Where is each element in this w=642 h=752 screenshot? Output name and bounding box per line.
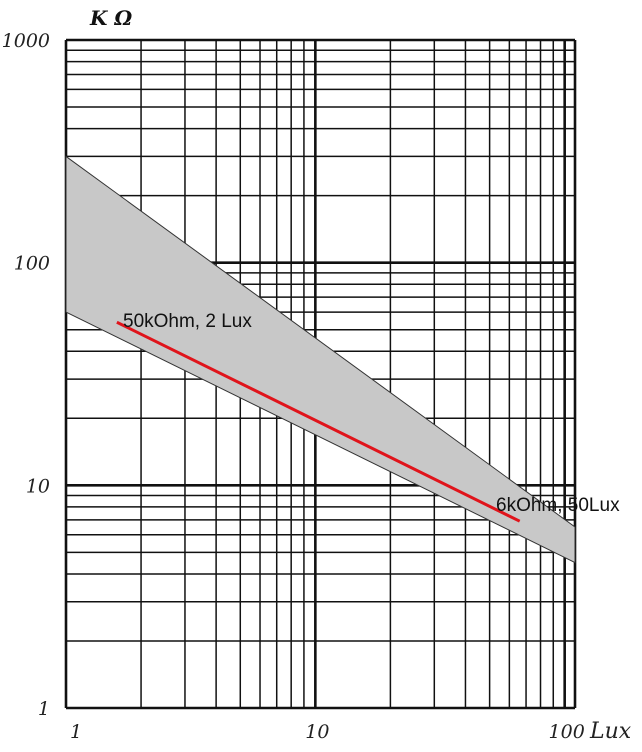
y-tick-labels: 1000 100 10 1 [2,30,50,720]
x-tick-labels: 1 10 100 [70,721,585,743]
y-tick-label: 1 [38,698,50,720]
y-tick-label: 1000 [2,30,50,52]
annotation-6kohm: 6kOhm, 50Lux [496,495,620,516]
series-line [116,320,521,523]
x-tick-label: 10 [305,721,329,743]
x-tick-label: 100 [549,721,585,743]
x-axis-label: Lux [589,719,632,744]
annotation-50kohm: 50kOhm, 2 Lux [123,311,252,332]
y-tick-label: 100 [14,253,50,275]
resistance-band-area [65,155,576,564]
y-axis-label: K Ω [89,6,132,30]
x-tick-label: 1 [70,721,82,743]
y-tick-label: 10 [26,475,50,497]
